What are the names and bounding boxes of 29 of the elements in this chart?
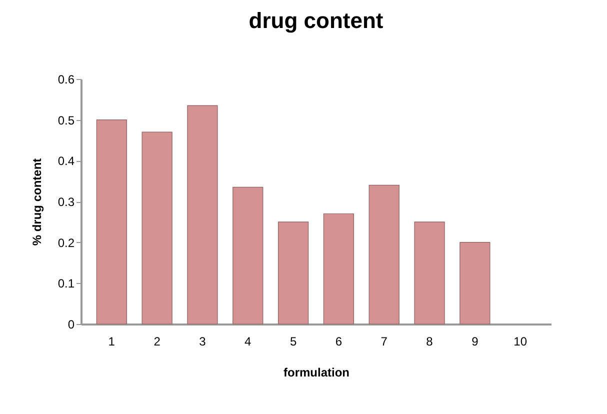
x-tick-label: 6	[335, 334, 342, 348]
bar	[414, 222, 445, 324]
x-axis-title: formulation	[284, 366, 350, 380]
chart-title: drug content	[248, 8, 384, 33]
y-tick-label: 0	[68, 318, 75, 332]
x-tick-label: 7	[380, 334, 388, 348]
x-tick-label: 9	[472, 334, 479, 348]
bar	[96, 120, 127, 324]
bar	[142, 132, 172, 324]
y-tick-label: 0.3	[58, 195, 75, 209]
y-tick-label: 0.5	[58, 113, 75, 128]
x-tick-label: 3	[199, 334, 206, 348]
y-tick-label: 0.2	[58, 236, 75, 250]
y-tick-label: 0.1	[58, 276, 75, 291]
x-tick-label: 1	[108, 334, 116, 348]
y-axis-title: % drug content	[30, 158, 44, 246]
bar	[323, 213, 354, 324]
x-tick-label: 10	[514, 334, 528, 348]
bar	[368, 184, 400, 324]
bar	[232, 186, 264, 324]
bar	[278, 222, 309, 324]
x-tick-label: 2	[154, 334, 161, 348]
y-tick-label: 0.6	[58, 72, 75, 86]
y-tick-label: 0.4	[58, 154, 75, 168]
x-tick-label: 8	[426, 334, 434, 348]
bar	[460, 242, 490, 324]
x-tick-label: 4	[244, 334, 252, 348]
bar	[187, 105, 218, 324]
x-tick-label: 5	[290, 334, 297, 348]
